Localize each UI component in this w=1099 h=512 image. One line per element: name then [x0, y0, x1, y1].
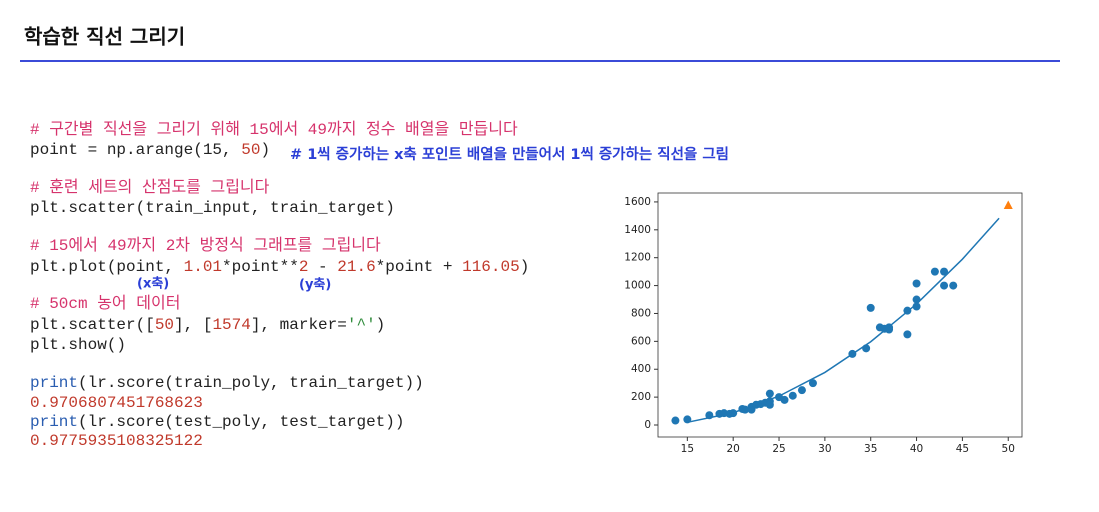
code-token: ): [376, 316, 386, 334]
plot-frame: [657, 192, 1023, 438]
fit-curve: [687, 217, 1000, 424]
code-line: 0.9775935108325122: [30, 432, 203, 450]
y-tick-label: 400: [631, 363, 651, 375]
code-token: ], [: [174, 316, 212, 334]
code-token: (lr.score(train_poly, train_target)): [78, 374, 424, 392]
data-point: [903, 330, 912, 339]
code-token: 21.6: [337, 258, 375, 276]
code-token: '^': [347, 316, 376, 334]
y-tick-label: 1000: [624, 280, 651, 292]
x-tick-label: 50: [1002, 443, 1015, 455]
data-point: [912, 295, 921, 304]
code-line: 0.9706807451768623: [30, 394, 203, 412]
code-line: plt.show(): [30, 336, 126, 354]
code-token: 0.9706807451768623: [30, 394, 203, 412]
y-tick-label: 800: [631, 307, 651, 319]
code-token: plt.scatter(train_input, train_target): [30, 199, 395, 217]
code-line: plt.scatter([50], [1574], marker='^'): [30, 316, 385, 334]
code-token: plt.scatter([: [30, 316, 155, 334]
annotation: (y축): [299, 277, 331, 293]
code-token: ): [260, 141, 270, 159]
code-token: -: [308, 258, 337, 276]
y-tick-label: 1400: [624, 224, 651, 236]
data-point: [930, 267, 939, 276]
y-tick-label: 1600: [624, 196, 651, 208]
code-line: print(lr.score(test_poly, test_target)): [30, 413, 404, 431]
code-token: ], marker=: [251, 316, 347, 334]
code-token: ): [520, 258, 530, 276]
chart: 15 20 25 30 35 40 45 50 0 200 400 600 800 1000 1200 140…: [624, 192, 1023, 455]
data-point: [765, 400, 774, 409]
slide-title: 학습한 직선 그리기: [24, 25, 185, 49]
data-point: [949, 281, 958, 290]
code-line: # 15에서 49까지 2차 방정식 그래프를 그립니다: [30, 236, 381, 255]
data-point: [940, 281, 949, 290]
data-point: [912, 279, 921, 288]
code-token: plt.plot(point,: [30, 258, 184, 276]
x-tick-label: 15: [681, 443, 694, 455]
x-tick-label: 40: [910, 443, 923, 455]
y-tick-label: 1200: [624, 252, 651, 264]
code-line: print(lr.score(train_poly, train_target)…: [30, 374, 424, 392]
code-token: 1574: [212, 316, 250, 334]
code-token: 50: [241, 141, 260, 159]
code-line: point = np.arange(15, 50): [30, 141, 270, 159]
code-line: plt.plot(point, 1.01*point**2 - 21.6*poi…: [30, 258, 529, 276]
code-line: # 훈련 세트의 산점도를 그립니다: [30, 178, 270, 197]
x-tick-label: 35: [864, 443, 877, 455]
code-token: (lr.score(test_poly, test_target)): [78, 413, 404, 431]
triangle-point: [1003, 200, 1013, 210]
code-token: print: [30, 413, 78, 431]
data-point: [765, 389, 774, 398]
data-point: [866, 303, 875, 312]
data-point: [788, 391, 797, 400]
code-token: point = np.arange(15,: [30, 141, 241, 159]
data-point: [940, 267, 949, 276]
data-point: [780, 395, 789, 404]
annotation: (x축): [137, 276, 169, 292]
annotation: # 1씩 증가하는 x축 포인트 배열을 만들어서 1씩 증가하는 직선을 그림: [290, 145, 729, 163]
y-tick-label: 600: [631, 335, 651, 347]
code-line: plt.scatter(train_input, train_target): [30, 199, 395, 217]
code-token: *point +: [376, 258, 462, 276]
code-token: 50: [155, 316, 174, 334]
x-tick-label: 30: [818, 443, 831, 455]
x-tick-label: 45: [956, 443, 969, 455]
code-token: *point**: [222, 258, 299, 276]
x-tick-label: 20: [726, 443, 739, 455]
code-token: # 50cm 농어 데이터: [30, 294, 180, 313]
data-point: [671, 416, 680, 425]
code-token: print: [30, 374, 78, 392]
code-token: 2: [299, 258, 309, 276]
code-token: # 훈련 세트의 산점도를 그립니다: [30, 178, 270, 197]
data-point: [797, 386, 806, 395]
y-tick-label: 200: [631, 391, 651, 403]
code-block: # 구간별 직선을 그리기 위해 15에서 49까지 정수 배열을 만듭니다 po…: [30, 120, 529, 450]
data-point: [808, 379, 817, 388]
code-token: 0.9775935108325122: [30, 432, 203, 450]
y-tick-label: 0: [644, 419, 651, 431]
data-point: [912, 302, 921, 311]
code-token: # 구간별 직선을 그리기 위해 15에서 49까지 정수 배열을 만듭니다: [30, 120, 518, 139]
x-tick-label: 25: [772, 443, 785, 455]
code-token: 116.05: [462, 258, 520, 276]
code-line: # 50cm 농어 데이터: [30, 294, 180, 313]
code-token: plt.show(): [30, 336, 126, 354]
code-token: 1.01: [184, 258, 222, 276]
code-line: # 구간별 직선을 그리기 위해 15에서 49까지 정수 배열을 만듭니다: [30, 120, 518, 139]
code-token: # 15에서 49까지 2차 방정식 그래프를 그립니다: [30, 236, 381, 255]
